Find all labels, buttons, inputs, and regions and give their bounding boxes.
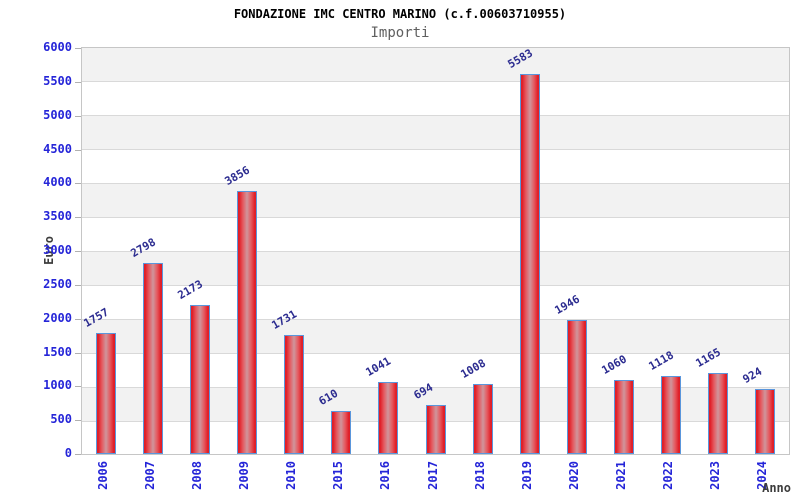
- y-tick-mark: [75, 353, 81, 354]
- bar-value-label: 5583: [505, 46, 535, 71]
- bar-value-label: 1731: [269, 307, 299, 332]
- y-tick-label: 6000: [43, 40, 72, 54]
- x-tick-label: 2008: [190, 461, 204, 490]
- bar-value-label: 1008: [458, 356, 488, 381]
- bar: [708, 373, 728, 454]
- chart-subtitle: Importi: [370, 25, 430, 41]
- x-tick-label: 2017: [426, 461, 440, 490]
- bar-value-label: 1757: [81, 305, 111, 330]
- bar: [567, 320, 587, 454]
- bar: [661, 376, 681, 454]
- y-tick-label: 4000: [43, 175, 72, 190]
- bar: [614, 380, 634, 454]
- y-tick-label: 500: [50, 412, 72, 427]
- y-tick-label: 0: [64, 446, 72, 460]
- x-tick-label: 2021: [614, 461, 628, 490]
- bar-value-label: 1946: [552, 292, 582, 317]
- y-tick-mark: [75, 48, 81, 49]
- y-tick-mark: [75, 82, 81, 83]
- bar: [143, 263, 163, 454]
- y-tick-label: 1500: [43, 344, 72, 359]
- x-tick-label: 2009: [237, 461, 251, 490]
- y-tick-mark: [75, 386, 81, 387]
- bar: [190, 305, 210, 454]
- bar: [331, 411, 351, 454]
- y-tick-mark: [75, 217, 81, 218]
- y-tick-mark: [75, 116, 81, 117]
- bar-value-label: 1041: [363, 354, 393, 379]
- bar: [755, 389, 775, 454]
- bar-value-label: 1165: [693, 345, 723, 370]
- y-tick-mark: [75, 420, 81, 421]
- x-tick-label: 2007: [143, 461, 157, 490]
- y-tick-label: 3500: [43, 209, 72, 224]
- y-tick-mark: [75, 285, 81, 286]
- x-tick-label: 2016: [378, 461, 392, 490]
- chart-title: FONDAZIONE IMC CENTRO MARINO (c.f.006037…: [233, 7, 567, 21]
- x-tick-label: 2018: [473, 461, 487, 490]
- x-tick-label: 2020: [567, 461, 581, 490]
- bar: [237, 191, 257, 454]
- bar: [284, 335, 304, 454]
- bar: [520, 74, 540, 454]
- y-tick-label: 1000: [43, 378, 72, 393]
- plot-area: 1757 2798 2173 3856 1731 610 1041 694 1008 5583 19…: [81, 46, 790, 455]
- bar-value-label: 610: [316, 386, 341, 408]
- y-tick-mark: [75, 150, 81, 151]
- x-axis-title: Anno: [762, 481, 791, 495]
- bar: [96, 333, 116, 454]
- y-tick-label: 2500: [43, 276, 72, 291]
- y-tick-label: 5500: [43, 73, 72, 88]
- bar-value-label: 924: [740, 364, 765, 386]
- x-tick-label: 2015: [331, 461, 345, 490]
- y-tick-mark: [75, 251, 81, 252]
- y-tick-mark: [75, 454, 81, 455]
- bar-value-label: 2798: [128, 235, 158, 260]
- bar-value-label: 3856: [222, 163, 252, 188]
- bar-value-label: 1060: [599, 352, 629, 377]
- bar-value-label: 1118: [646, 348, 676, 373]
- y-tick-label: 2000: [43, 310, 72, 325]
- bar-value-label: 694: [411, 380, 436, 402]
- x-tick-label: 2006: [96, 461, 110, 490]
- x-tick-label: 2022: [661, 461, 675, 490]
- y-tick-label: 5000: [43, 107, 72, 122]
- bar: [426, 405, 446, 454]
- y-tick-label: 3000: [43, 243, 72, 257]
- x-tick-label: 2023: [708, 461, 722, 490]
- x-tick-label: 2019: [520, 461, 534, 490]
- y-tick-mark: [75, 319, 81, 320]
- bar: [473, 384, 493, 454]
- bar: [378, 382, 398, 454]
- bar-value-label: 2173: [175, 277, 205, 302]
- x-tick-label: 2010: [284, 461, 298, 490]
- y-tick-mark: [75, 183, 81, 184]
- y-tick-label: 4500: [43, 141, 72, 156]
